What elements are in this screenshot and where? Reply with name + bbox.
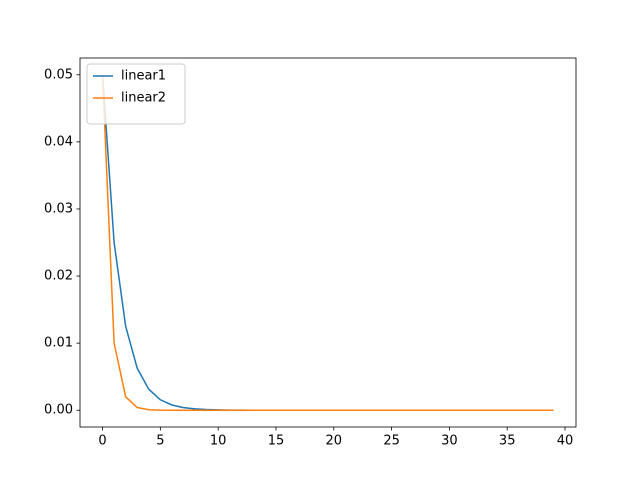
- x-tick-label: 5: [156, 434, 164, 449]
- x-tick-label: 10: [210, 434, 227, 449]
- x-tick-label: 25: [383, 434, 400, 449]
- y-tick-label: 0.00: [44, 403, 73, 418]
- x-tick-label: 40: [557, 434, 574, 449]
- y-tick-label: 0.04: [44, 134, 73, 149]
- series-line: [101, 74, 554, 411]
- x-tick-label: 30: [441, 434, 458, 449]
- x-tick-label: 20: [326, 434, 343, 449]
- y-tick-label: 0.02: [44, 269, 73, 284]
- y-tick-label: 0.01: [44, 336, 73, 351]
- legend-box: [86, 63, 186, 125]
- legend-label: linear1: [121, 69, 166, 84]
- axes-frame: [79, 57, 577, 428]
- x-tick-label: 35: [499, 434, 516, 449]
- legend-label: linear2: [121, 91, 166, 106]
- y-tick-label: 0.05: [44, 67, 73, 82]
- y-tick-label: 0.03: [44, 201, 73, 216]
- x-tick-label: 0: [98, 434, 106, 449]
- x-tick-label: 15: [268, 434, 285, 449]
